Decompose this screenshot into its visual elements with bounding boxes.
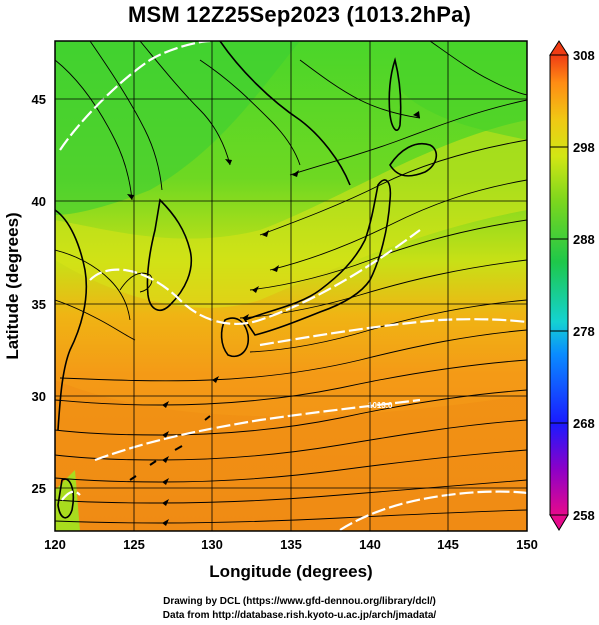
x-tick-label: 125	[123, 537, 145, 552]
kyushu-coast	[220, 317, 250, 357]
grid-lines	[55, 41, 527, 531]
colorbar-tick-label: 288	[573, 232, 595, 247]
x-tick-label: 130	[201, 537, 223, 552]
y-tick-label: 40	[32, 194, 46, 209]
colorbar-min-arrow	[549, 514, 569, 531]
colorbar-tick-label: 278	[573, 324, 595, 339]
korea-coast	[146, 198, 193, 311]
china-coast	[55, 209, 88, 431]
y-tick-label: 25	[32, 481, 46, 496]
wind-arrows	[127, 111, 420, 526]
x-axis-label: Longitude (degrees)	[209, 562, 372, 581]
plot-frame	[54, 40, 528, 532]
y-axis-label: Latitude (degrees)	[3, 212, 22, 359]
sakhalin-coast	[388, 57, 402, 131]
honshu-coast	[243, 179, 392, 336]
ryukyu-islands	[129, 415, 211, 481]
y-tick-label: 45	[32, 92, 46, 107]
credit-drawing: Drawing by DCL (https://www.gfd-dennou.o…	[163, 596, 436, 607]
x-tick-labels: 120 125 130 135 140 145 150	[44, 537, 538, 552]
chart-title: MSM 12Z25Sep2023 (1013.2hPa)	[127, 2, 472, 27]
colorbar-tick-label: 298	[573, 140, 595, 155]
contour-label: 1013.0	[368, 401, 393, 410]
colorbar-tick-label: 268	[573, 416, 595, 431]
x-tick-label: 135	[280, 537, 302, 552]
colorbar-bar	[549, 54, 569, 516]
russia-coast	[219, 41, 351, 186]
x-tick-label: 120	[44, 537, 66, 552]
streamlines	[55, 41, 527, 524]
hokkaido-coast	[389, 143, 438, 177]
x-tick-label: 145	[437, 537, 459, 552]
colorbar: 308 298 288 278 268 258	[549, 40, 595, 531]
x-tick-label: 150	[516, 537, 538, 552]
colorbar-tick-label: 258	[573, 508, 595, 523]
x-tick-label: 140	[359, 537, 381, 552]
y-tick-labels: 25 30 35 40 45	[32, 92, 46, 496]
colorbar-max-arrow	[549, 40, 569, 56]
coastlines	[55, 41, 438, 519]
y-tick-label: 30	[32, 389, 46, 404]
taiwan-coast	[57, 478, 75, 519]
credit-data: Data from http://database.rish.kyoto-u.a…	[162, 610, 437, 621]
y-tick-label: 35	[32, 297, 46, 312]
colorbar-tick-label: 308	[573, 48, 595, 63]
